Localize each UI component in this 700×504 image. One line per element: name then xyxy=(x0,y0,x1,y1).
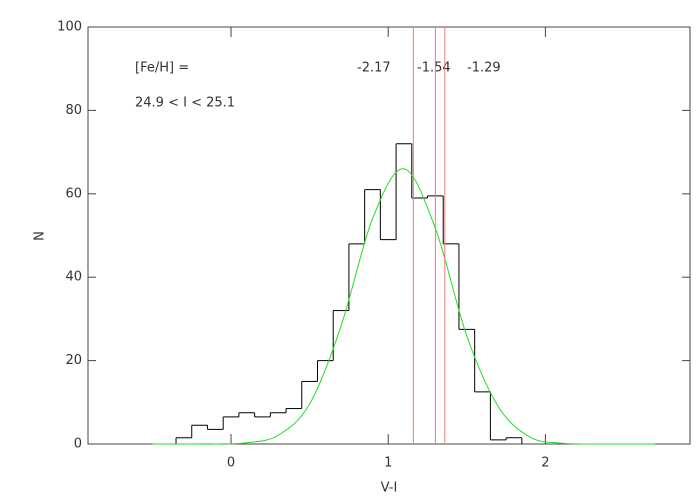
plot-frame xyxy=(87,26,691,445)
y-axis-label: N xyxy=(33,231,48,241)
y-tick-label: 60 xyxy=(65,186,82,201)
annotation: -1.54 xyxy=(417,61,451,76)
annotation: [Fe/H] = xyxy=(135,61,189,76)
x-tick-label: 2 xyxy=(541,456,549,471)
annotation: -2.17 xyxy=(357,61,391,76)
fit-curve xyxy=(152,168,656,445)
x-tick-label: 1 xyxy=(384,456,392,471)
y-tick-label: 80 xyxy=(65,103,82,118)
x-tick-label: 0 xyxy=(227,456,235,471)
y-tick-label: 100 xyxy=(57,20,82,35)
y-tick-label: 0 xyxy=(74,437,82,452)
x-axis-label: V-I xyxy=(381,481,398,496)
y-tick-label: 20 xyxy=(65,353,82,368)
annotation: 24.9 < I < 25.1 xyxy=(135,96,235,111)
annotation: -1.29 xyxy=(467,61,501,76)
y-tick-label: 40 xyxy=(65,270,82,285)
